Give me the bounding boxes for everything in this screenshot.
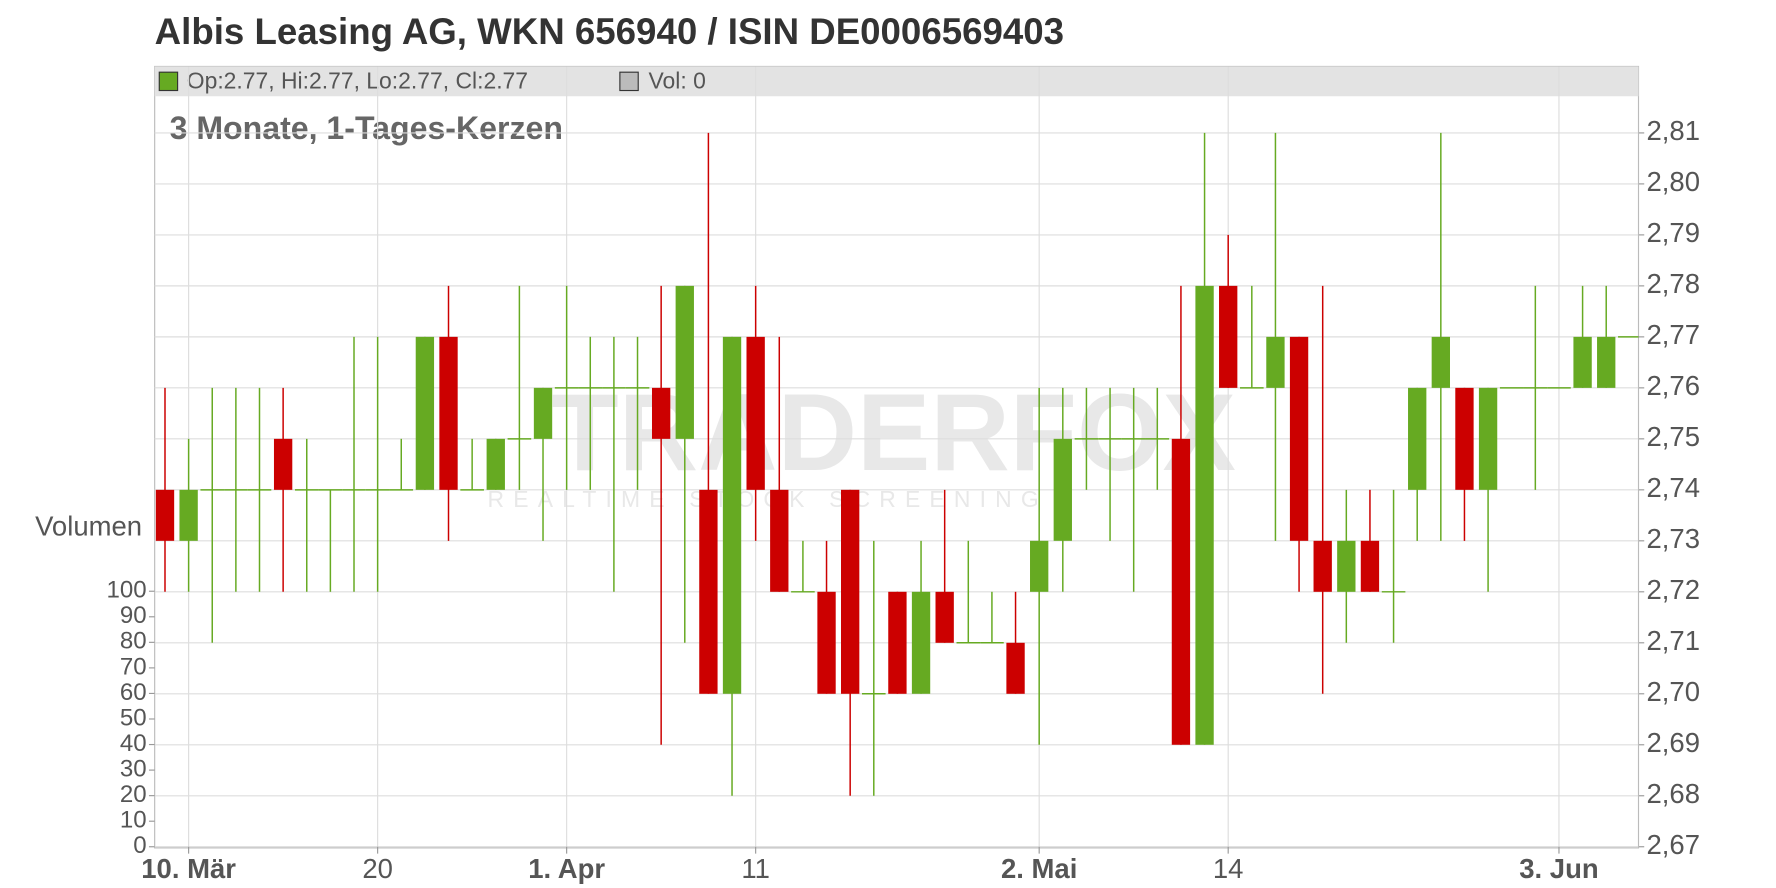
y2-tick-label: 60 [120,679,147,706]
y2-tick-label: 80 [120,628,147,655]
y-tick-label: 2,68 [1647,778,1701,809]
x-tick-label: 20 [362,853,393,884]
candle-body [722,336,742,694]
y2-tick-label: 50 [120,704,147,731]
candle-body [911,591,931,694]
candle-body [746,336,765,490]
candle-body [1030,540,1049,592]
candle-body [840,489,860,694]
candle-body [1478,387,1498,490]
header-bar [154,66,1639,97]
y-tick-label: 2,80 [1647,166,1701,197]
volume-legend-box [619,71,639,92]
candle-body [770,489,789,592]
candle-body [486,438,505,490]
candle-body [1171,438,1191,745]
x-tick-label: 2. Mai [1001,853,1077,884]
candle-legend-box [158,71,179,92]
candle-body [1053,438,1072,541]
candle-body [415,336,435,490]
chart-title: Albis Leasing AG, WKN 656940 / ISIN DE00… [155,11,1064,52]
candle-body [155,489,175,541]
candle-body [533,387,553,439]
candle-body [1313,540,1332,592]
y-tick-label: 2,78 [1647,268,1701,299]
y2-tick-label: 70 [120,653,147,680]
header-ohlc: Op:2.77, Hi:2.77, Lo:2.77, Cl:2.77 [187,68,528,94]
candle-body [1266,336,1285,388]
y2-tick-label: 20 [120,781,147,808]
y-tick-label: 2,75 [1647,421,1701,452]
y2-axis-label: Volumen [35,510,142,541]
candle-body [1195,285,1214,745]
x-tick-label: 11 [741,853,770,884]
y-tick-label: 2,74 [1647,472,1701,503]
candle-body [273,438,293,490]
candle-body [1431,336,1450,388]
candle-body [1573,336,1592,388]
candle-body [888,591,907,694]
candle-body [179,489,198,541]
y-tick-label: 2,76 [1647,370,1701,401]
candle-body [1597,336,1616,388]
y2-tick-label: 30 [120,755,147,782]
y2-tick-label: 0 [133,832,146,859]
candle-body [817,591,836,694]
x-tick-label: 3. Jun [1519,853,1598,884]
y-tick-label: 2,71 [1647,625,1701,656]
candle-body [651,387,671,439]
candle-body [1337,540,1356,592]
candle-body [439,336,458,490]
x-tick-label: 1. Apr [528,853,605,884]
y2-tick-label: 40 [120,730,147,757]
candle-body [1360,540,1380,592]
candle-body [935,591,954,643]
candle-body [1219,285,1238,388]
chart-subtitle: 3 Monate, 1-Tages-Kerzen [170,110,563,146]
y-tick-label: 2,69 [1647,727,1701,758]
x-tick-label: 14 [1213,853,1244,884]
header-volume: Vol: 0 [649,68,706,94]
y2-tick-label: 90 [120,602,147,629]
y-tick-label: 2,70 [1647,676,1701,707]
y-tick-label: 2,73 [1647,523,1701,554]
candle-body [675,285,694,439]
y-tick-label: 2,79 [1647,217,1701,248]
y-tick-label: 2,72 [1647,574,1701,605]
x-tick-label: 10. Mär [141,853,236,884]
candle-body [1455,387,1474,490]
y2-tick-label: 10 [120,807,147,834]
candle-body [699,489,718,694]
y-tick-label: 2,81 [1647,115,1701,146]
candle-body [1006,642,1025,694]
y-tick-label: 2,67 [1647,829,1701,860]
y-tick-label: 2,77 [1647,319,1701,350]
candle-body [1408,387,1427,490]
candle-body [1289,336,1309,541]
y2-tick-label: 100 [107,577,147,604]
